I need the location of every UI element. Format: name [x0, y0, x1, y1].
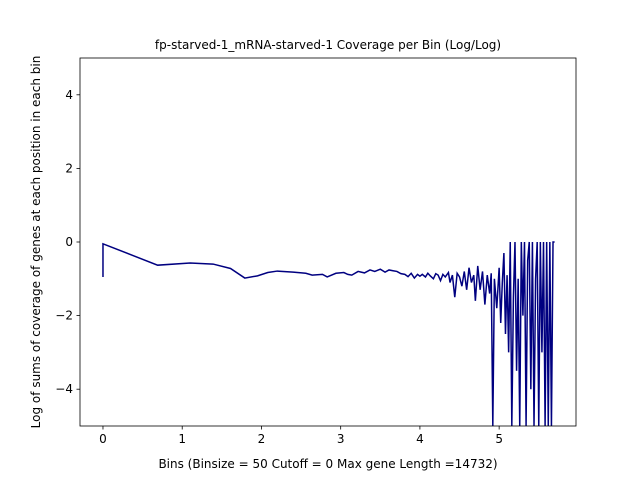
x-tick-label: 2 — [258, 432, 266, 446]
y-tick-label: −2 — [55, 309, 73, 323]
y-tick-label: −4 — [55, 382, 73, 396]
x-tick-label: 4 — [416, 432, 424, 446]
y-tick-label: 2 — [65, 161, 73, 175]
y-axis-label: Log of sums of coverage of genes at each… — [29, 56, 43, 429]
y-tick-label: 4 — [65, 88, 73, 102]
data-line — [102, 241, 555, 426]
y-tick-label: 0 — [65, 235, 73, 249]
x-axis-label: Bins (Binsize = 50 Cutoff = 0 Max gene L… — [158, 457, 497, 471]
x-tick-label: 0 — [99, 432, 107, 446]
x-tick-label: 3 — [337, 432, 345, 446]
x-tick-label: 1 — [178, 432, 186, 446]
x-tick-label: 5 — [495, 432, 503, 446]
chart-title: fp-starved-1_mRNA-starved-1 Coverage per… — [155, 38, 501, 52]
plot-area — [102, 241, 555, 426]
